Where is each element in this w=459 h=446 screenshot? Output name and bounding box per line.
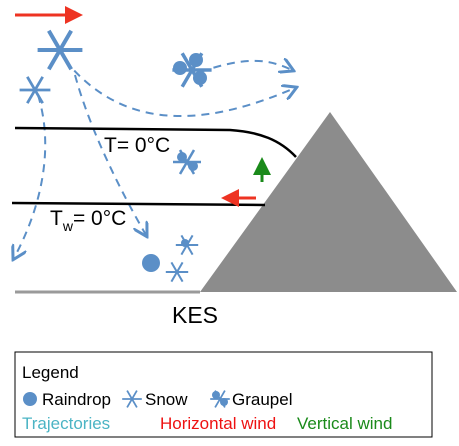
legend-item: Raindrop (42, 390, 111, 409)
snow (38, 31, 83, 69)
trajectories (14, 60, 295, 258)
raindrop (142, 254, 160, 272)
legend-item: Graupel (232, 390, 292, 409)
mountain (200, 112, 457, 292)
legend-item: Snow (145, 390, 188, 409)
legend-line: Horizontal wind (160, 414, 276, 433)
freezing-label: T= 0°C (104, 134, 170, 157)
graupel (174, 234, 200, 256)
legend: Legend Raindrop Snow Graupel Trajectorie… (14, 351, 433, 438)
legend-line: Trajectories (22, 414, 110, 433)
site-label: KES (172, 302, 218, 328)
wet-bulb-line (11, 201, 266, 207)
wet-bulb-label: Tw= 0°C (50, 207, 126, 234)
freezing-line (14, 126, 297, 158)
graupel (170, 51, 214, 89)
snow (18, 75, 52, 105)
graupel (171, 148, 203, 176)
legend-title: Legend (22, 363, 79, 382)
snow (164, 261, 190, 283)
legend-line: Vertical wind (297, 414, 392, 433)
